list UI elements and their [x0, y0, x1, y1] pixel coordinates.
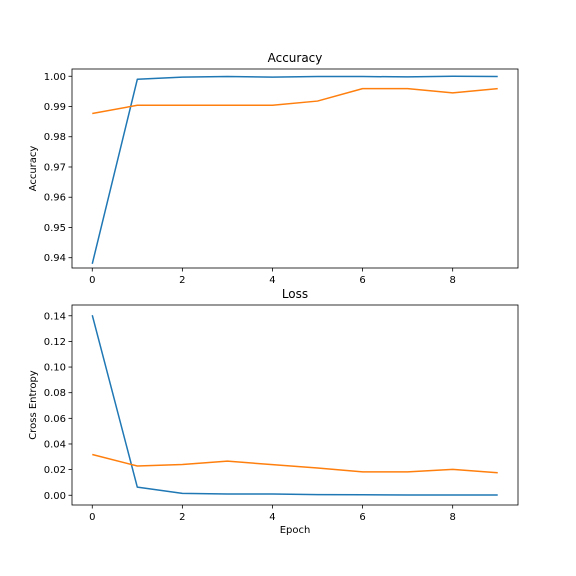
- accuracy-chart-title: Accuracy: [268, 51, 323, 65]
- loss-x-tick-label: 4: [269, 512, 275, 523]
- loss-x-tick-label: 0: [89, 512, 95, 523]
- loss-y-tick-label: 0.04: [44, 439, 66, 450]
- loss-x-axis-label: Epoch: [280, 525, 311, 536]
- loss-y-tick-label: 0.14: [44, 311, 66, 322]
- accuracy-plot-area: [71, 68, 519, 269]
- loss-y-tick-label: 0.00: [44, 491, 66, 502]
- accuracy-y-tick-label: 0.95: [44, 223, 66, 234]
- accuracy-y-tick-label: 0.97: [44, 162, 66, 173]
- accuracy-series-line-2: [92, 87, 498, 115]
- accuracy-x-tick-label: 6: [359, 275, 365, 286]
- loss-y-tick-label: 0.10: [44, 363, 66, 374]
- accuracy-x-tick-label: 2: [179, 275, 185, 286]
- loss-y-tick-label: 0.02: [44, 465, 66, 476]
- accuracy-chart: 0 2 4 6 8 0.94 0.95 0.96 0.97 0.98 0.99 1.00 Accurac…: [28, 51, 519, 286]
- loss-chart: 0 2 4 6 8 0.00 0.02 0.04 0.06 0.08 0.10 0.12 0.14 Los…: [28, 287, 519, 536]
- accuracy-y-tick-label: 0.99: [44, 102, 66, 113]
- accuracy-series-line-1: [91, 75, 498, 264]
- loss-series-line-1: [91, 314, 498, 496]
- loss-x-tick-label: 8: [449, 512, 455, 523]
- loss-y-axis-label: Cross Entropy: [28, 370, 39, 440]
- loss-x-tick-label: 6: [359, 512, 365, 523]
- loss-plot-area: [71, 304, 519, 506]
- accuracy-y-tick-label: 0.96: [44, 193, 66, 204]
- loss-series-line-2: [92, 453, 498, 474]
- accuracy-x-tick-label: 4: [269, 275, 275, 286]
- loss-y-tick-label: 0.12: [44, 337, 66, 348]
- accuracy-x-tick-label: 8: [449, 275, 455, 286]
- accuracy-x-tick-label: 0: [89, 275, 95, 286]
- accuracy-y-tick-label: 0.98: [44, 132, 66, 143]
- accuracy-y-axis-label: Accuracy: [28, 146, 39, 192]
- loss-y-tick-label: 0.08: [44, 388, 66, 399]
- loss-x-tick-label: 2: [179, 512, 185, 523]
- accuracy-y-tick-label: 1.00: [44, 72, 66, 83]
- loss-chart-title: Loss: [282, 287, 308, 301]
- loss-y-tick-label: 0.06: [44, 414, 66, 425]
- accuracy-y-tick-label: 0.94: [44, 253, 66, 264]
